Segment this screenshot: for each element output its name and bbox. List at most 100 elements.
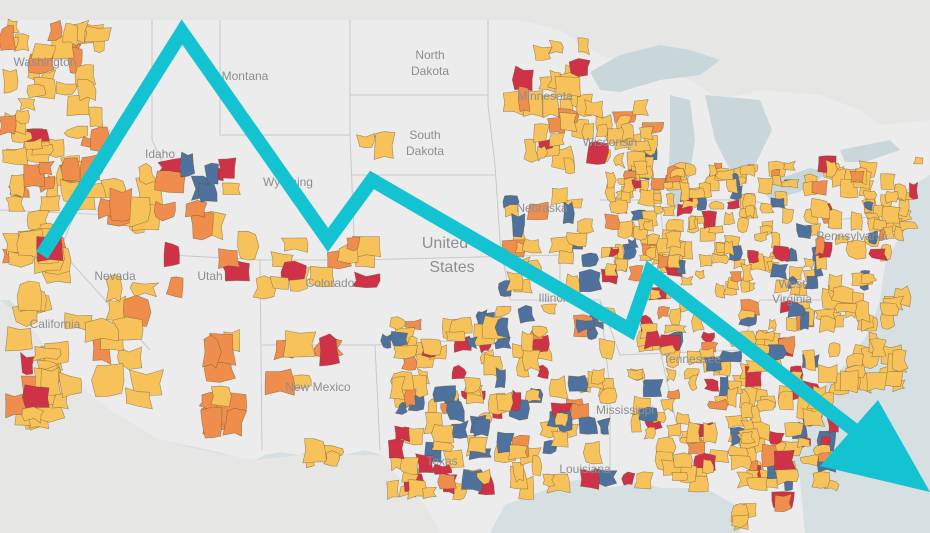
county-shape: [817, 364, 838, 384]
county-shape: [740, 431, 756, 445]
county-shape: [789, 282, 801, 296]
county-shape: [31, 346, 62, 362]
county-shape: [700, 331, 716, 344]
county-shape: [668, 308, 682, 326]
county-shape: [30, 43, 56, 60]
county-shape: [664, 230, 682, 249]
county-shape: [595, 123, 609, 137]
label-tennessee: Tennessee: [663, 352, 721, 366]
county-shape: [180, 151, 196, 178]
county-shape: [664, 324, 687, 334]
county-shape: [694, 269, 705, 280]
trend-line: [36, 19, 885, 456]
label-montana: Montana: [222, 69, 269, 83]
county-shape: [622, 176, 635, 193]
county-shape: [472, 418, 491, 437]
county-shape: [62, 23, 78, 47]
county-shape: [679, 275, 694, 286]
county-shape: [280, 260, 307, 282]
county-shape: [536, 145, 549, 162]
county-shape: [687, 350, 702, 366]
county-shape: [639, 126, 655, 141]
county-shape: [198, 182, 218, 203]
county-shape: [91, 363, 125, 398]
county-shape: [736, 216, 749, 234]
county-shape: [811, 180, 828, 196]
county-shape: [825, 159, 838, 178]
county-shape: [661, 205, 676, 217]
county-shape: [105, 274, 123, 303]
county-shape: [725, 178, 739, 194]
county-shape: [621, 471, 636, 486]
county-shape: [845, 353, 864, 368]
county-shape: [2, 68, 19, 94]
county-shape: [869, 338, 887, 358]
county-shape: [58, 371, 82, 398]
county-shape: [632, 99, 649, 116]
county-shape: [217, 157, 237, 179]
county-shape: [714, 282, 726, 299]
county-shape: [559, 112, 578, 133]
county-shape: [568, 58, 591, 77]
county-shape: [548, 39, 564, 55]
county-shape: [563, 157, 576, 175]
county-shape: [770, 197, 786, 209]
county-shape: [604, 263, 618, 277]
county-shape: [351, 271, 381, 289]
county-shape: [83, 25, 112, 43]
county-shape: [810, 197, 831, 220]
county-shape: [202, 334, 222, 369]
county-shape: [448, 316, 473, 335]
county-shape: [614, 258, 629, 273]
label-texas: Texas: [426, 454, 457, 468]
label-pennsylvania: Pennsylvania: [816, 229, 888, 243]
county-shape: [731, 514, 750, 529]
county-shape: [443, 449, 465, 470]
county-shape: [511, 212, 526, 238]
county-shape: [421, 486, 437, 500]
trend-arrowhead: [820, 400, 930, 492]
county-shape: [649, 288, 663, 300]
county-shape: [318, 333, 341, 367]
county-shape: [531, 325, 549, 339]
county-shape: [605, 171, 617, 189]
county-shape: [891, 348, 909, 373]
county-shape: [302, 438, 327, 464]
county-shape: [494, 366, 506, 389]
county-shape: [526, 201, 549, 221]
county-shape: [84, 317, 120, 343]
county-shape: [729, 271, 743, 283]
county-shape: [854, 299, 871, 323]
label-mississippi: Mississippi: [596, 403, 654, 417]
county-shape: [511, 65, 534, 92]
county-shape: [124, 387, 153, 410]
county-shape: [703, 378, 720, 392]
label-north-dakota-2: Dakota: [411, 64, 449, 78]
county-shape: [153, 200, 176, 222]
county-shape: [581, 123, 595, 141]
county-shape: [210, 385, 232, 408]
county-shape: [688, 215, 697, 231]
county-shape: [17, 98, 36, 112]
county-shape: [521, 330, 534, 352]
county-shape: [585, 141, 609, 165]
county-shape: [650, 178, 667, 191]
county-shape: [781, 206, 795, 224]
county-shape: [773, 449, 796, 471]
county-shape: [665, 367, 677, 382]
county-shape: [818, 315, 836, 334]
county-shape: [850, 211, 863, 231]
county-shape: [380, 332, 394, 349]
county-shape: [598, 387, 618, 405]
county-shape: [204, 162, 219, 185]
county-shape: [308, 265, 335, 288]
county-shape: [218, 248, 241, 270]
county-shape: [517, 85, 531, 112]
county-shape: [669, 167, 686, 179]
county-shape: [811, 471, 831, 489]
county-shape: [437, 472, 457, 490]
county-shape: [494, 305, 512, 317]
county-shape: [109, 187, 133, 222]
county-shape: [445, 331, 466, 342]
county-shape: [129, 282, 160, 298]
